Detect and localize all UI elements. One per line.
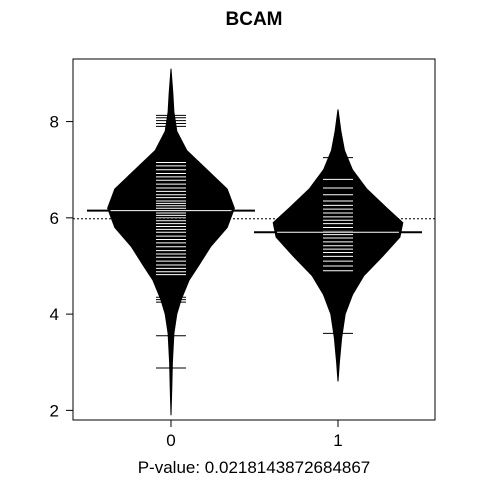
y-axis: 2 4 6 8 [50, 113, 73, 420]
y-tick-label: 8 [50, 113, 59, 132]
x-axis-label: P-value: 0.0218143872684867 [138, 458, 371, 477]
bean-0 [87, 68, 255, 416]
bean-density-0 [107, 68, 235, 416]
beans-layer [87, 68, 422, 416]
x-tick-label: 0 [166, 431, 175, 450]
y-tick-label: 4 [50, 305, 59, 324]
bean-1 [254, 109, 422, 382]
y-tick-label: 2 [50, 401, 59, 420]
y-tick-label: 6 [50, 209, 59, 228]
chart-title: BCAM [226, 9, 283, 30]
plot-frame [72, 58, 436, 421]
x-tick-label: 1 [333, 431, 342, 450]
